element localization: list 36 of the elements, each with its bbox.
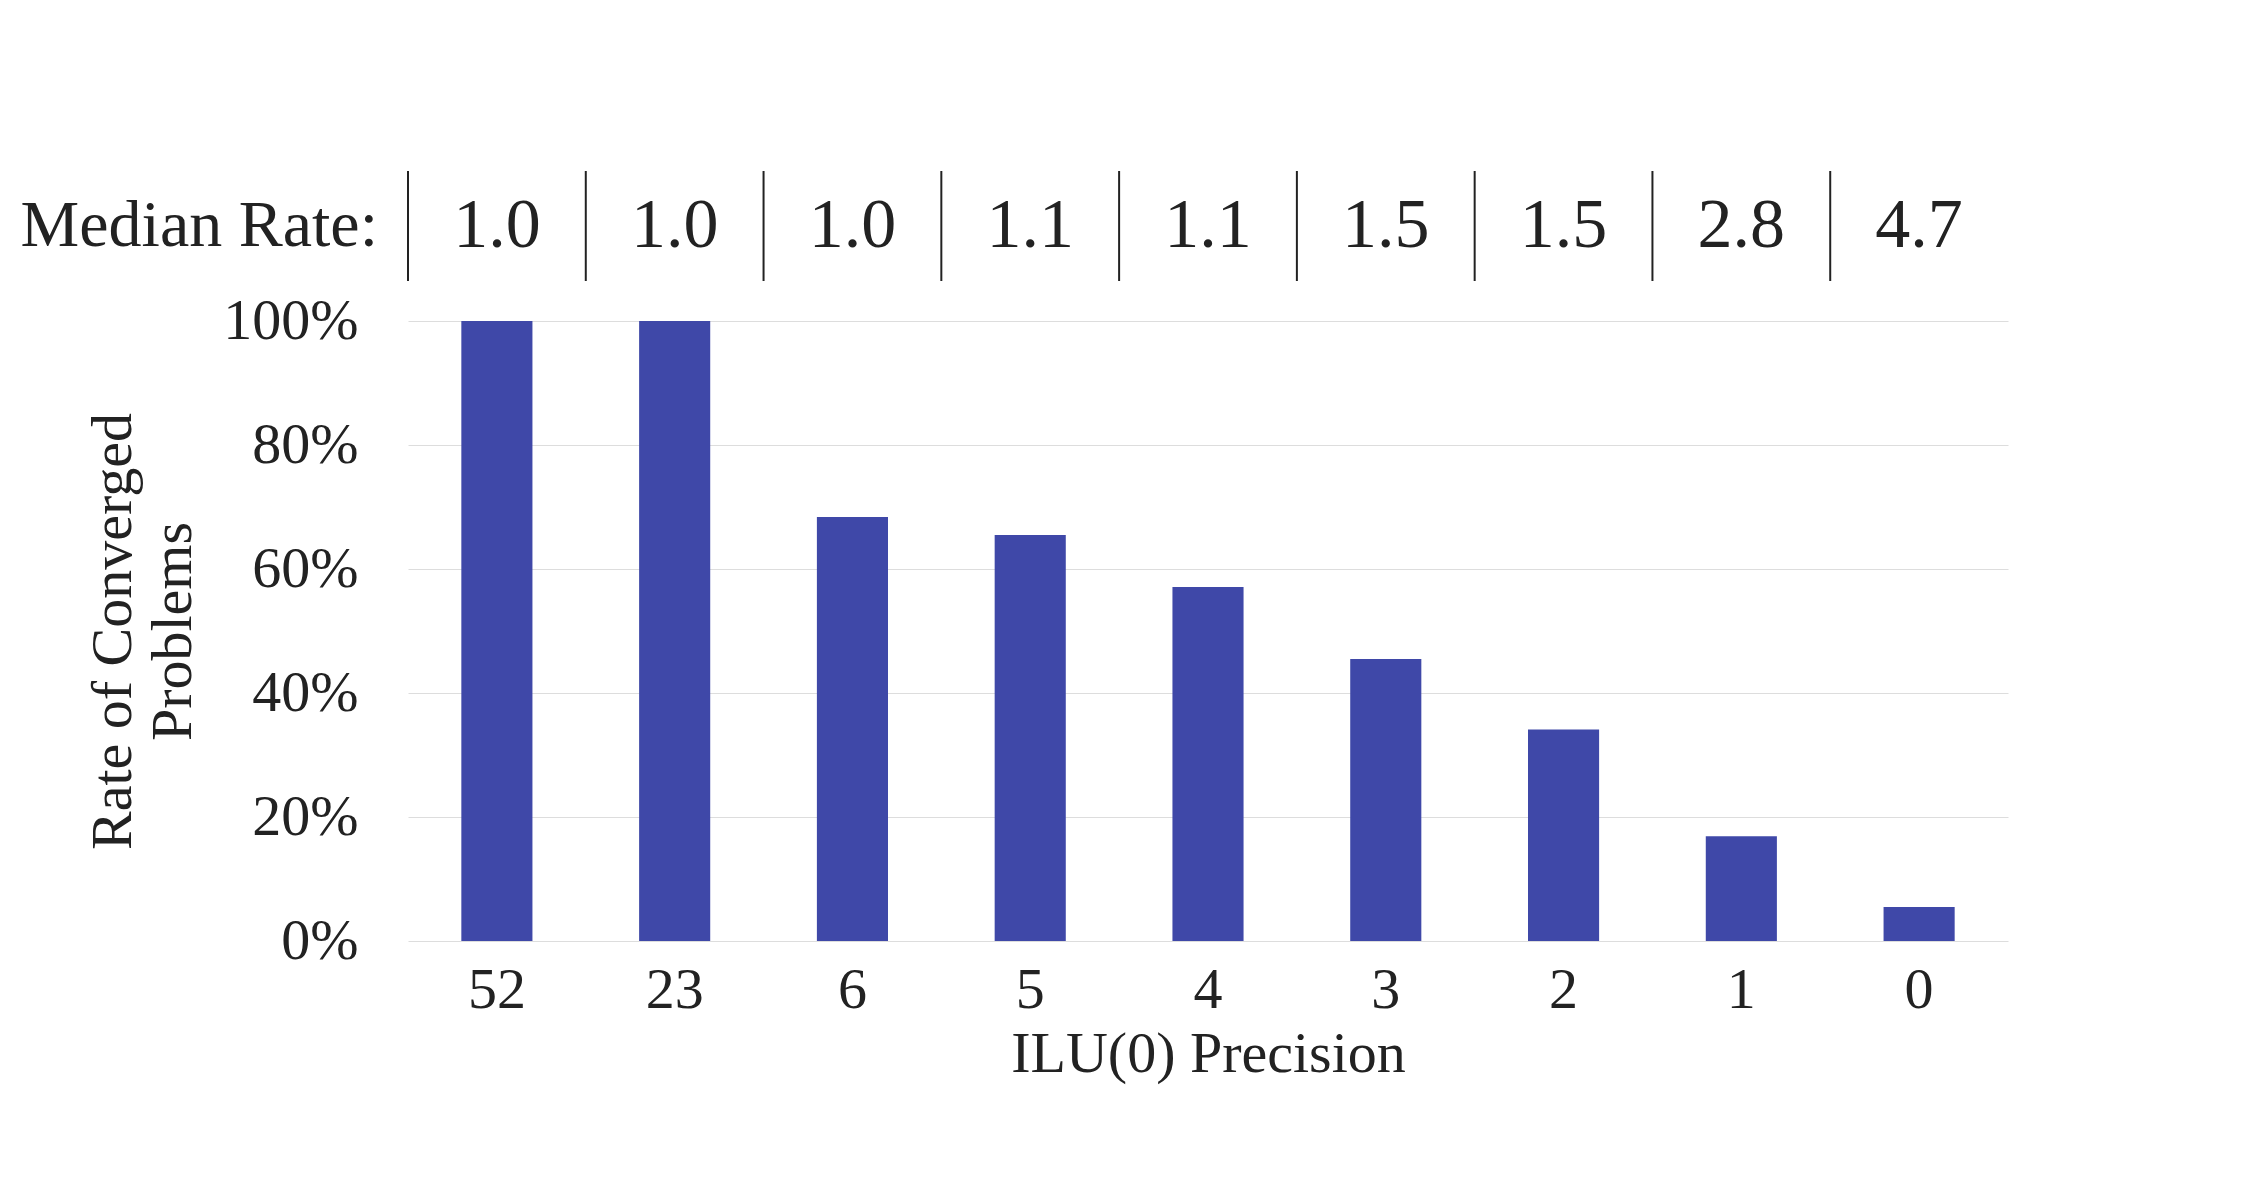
text: 1.0: [453, 185, 541, 262]
x-tick-label: 1: [1726, 955, 1756, 1021]
x-tick-label: 23: [645, 955, 704, 1021]
y-tick-label: 60%: [252, 534, 359, 600]
bar: [1705, 836, 1777, 941]
x-tick-label: 3: [1371, 955, 1401, 1021]
x-tick-label: 2: [1549, 955, 1579, 1021]
text: 4.7: [1875, 185, 1963, 262]
x-tick-label: 5: [1015, 955, 1045, 1021]
x-tick-label: 52: [467, 955, 526, 1021]
x-tick-label: 4: [1193, 955, 1223, 1021]
text: 1.1: [1164, 185, 1252, 262]
x-tick-label: 0: [1904, 955, 1934, 1021]
bar: [639, 321, 711, 941]
x-axis-title: ILU(0) Precision: [1011, 1019, 1406, 1085]
bar: [816, 516, 888, 941]
y-tick-label: 20%: [252, 782, 359, 848]
y-tick-label: 40%: [252, 658, 359, 724]
text: Median Rate:: [20, 187, 378, 260]
bar: [461, 321, 533, 941]
y-tick-label: 100%: [223, 286, 359, 352]
text: 1.5: [1342, 185, 1430, 262]
y-axis-title: Rate of Converged Problems: [79, 412, 205, 851]
text: 1.0: [808, 185, 897, 262]
bar: [994, 534, 1066, 941]
text: 1.1: [986, 185, 1074, 262]
bar: [1350, 658, 1422, 941]
text: 1.0: [630, 185, 719, 262]
text: 1.5: [1519, 185, 1608, 262]
x-tick-label: 6: [837, 955, 867, 1021]
bar: [1172, 586, 1244, 941]
y-tick-label: 0%: [281, 906, 359, 972]
bar: [1883, 906, 1955, 941]
y-tick-label: 80%: [252, 410, 359, 476]
bar: [1528, 729, 1600, 941]
text: 2.8: [1697, 185, 1786, 262]
